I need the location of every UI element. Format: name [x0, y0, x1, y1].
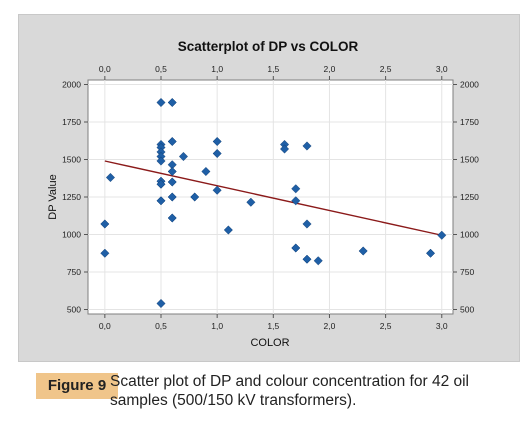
y-tick-label-left: 1500	[62, 155, 81, 165]
data-point	[279, 144, 290, 154]
x-tick-label-bottom: 2,0	[324, 321, 336, 331]
data-point	[358, 246, 368, 256]
regression-line	[104, 160, 442, 236]
x-tick-label-bottom: 0,0	[99, 321, 111, 331]
data-point	[212, 136, 222, 147]
axis-ticks: 0,0 0,0 0,5 0,5 1,0 1,0 1,5 1,5 2,0 2,0 2,5 2,5 3,0 3…	[62, 64, 479, 331]
data-point	[190, 192, 200, 202]
data-point	[313, 256, 323, 266]
data-point	[167, 213, 177, 223]
x-tick-label-bottom: 1,0	[211, 321, 223, 331]
data-point	[437, 230, 447, 240]
x-tick-label-bottom: 1,5	[267, 321, 279, 331]
x-tick-label-top: 1,0	[211, 64, 223, 74]
chart-title: Scatterplot of DP vs COLOR	[178, 39, 359, 54]
y-tick-label-left: 1750	[62, 117, 81, 127]
data-point	[246, 197, 256, 207]
data-point	[291, 184, 301, 194]
x-tick-label-bottom: 0,5	[155, 321, 167, 331]
y-axis-label: DP Value	[47, 174, 59, 219]
y-tick-label-left: 750	[67, 267, 81, 277]
x-axis-label: COLOR	[250, 337, 289, 349]
y-tick-label-right: 750	[460, 267, 474, 277]
y-tick-label-left: 500	[67, 305, 81, 315]
figure-caption-text: Scatter plot of DP and colour concentrat…	[110, 373, 470, 409]
data-point	[212, 148, 222, 159]
y-tick-label-left: 1250	[62, 192, 81, 202]
data-point	[167, 192, 177, 202]
y-tick-label-right: 2000	[460, 80, 479, 90]
y-tick-label-right: 1250	[460, 192, 479, 202]
x-tick-label-top: 2,0	[324, 64, 336, 74]
x-tick-label-top: 1,5	[267, 64, 279, 74]
data-point	[100, 219, 110, 229]
figure-caption: Figure 9 Scatter plot of DP and colour c…	[18, 368, 518, 430]
y-tick-label-right: 1500	[460, 155, 479, 165]
y-tick-label-left: 2000	[62, 80, 81, 90]
data-point	[156, 196, 166, 206]
data-point	[167, 166, 177, 177]
y-tick-label-left: 1000	[62, 230, 81, 240]
data-point	[291, 196, 301, 206]
data-point	[302, 219, 312, 229]
data-point	[156, 298, 166, 309]
data-point	[100, 248, 110, 258]
x-tick-label-top: 3,0	[436, 64, 448, 74]
data-point	[302, 141, 312, 151]
figure-label: Figure 9	[36, 373, 118, 399]
data-point	[223, 225, 233, 235]
data-point	[167, 177, 177, 187]
y-tick-label-right: 1750	[460, 117, 479, 127]
data-point	[302, 254, 312, 264]
scatter-chart: Scatterplot of DP vs COLOR 0,0 0,0 0,5 0,5 1…	[47, 39, 479, 349]
y-tick-label-right: 500	[460, 305, 474, 315]
data-point	[167, 136, 177, 147]
x-tick-label-bottom: 2,5	[380, 321, 392, 331]
y-tick-label-right: 1000	[460, 230, 479, 240]
data-point	[425, 248, 436, 258]
x-tick-label-top: 0,0	[99, 64, 111, 74]
data-point	[156, 156, 166, 166]
data-point	[156, 179, 166, 189]
data-point	[156, 97, 166, 108]
data-point	[212, 185, 222, 195]
x-tick-label-top: 2,5	[380, 64, 392, 74]
data-point	[291, 243, 301, 253]
data-point	[201, 166, 211, 177]
data-points	[100, 97, 447, 309]
data-point	[178, 151, 189, 162]
data-point	[105, 172, 116, 183]
x-tick-label-bottom: 3,0	[436, 321, 448, 331]
data-point	[167, 97, 177, 108]
x-tick-label-top: 0,5	[155, 64, 167, 74]
